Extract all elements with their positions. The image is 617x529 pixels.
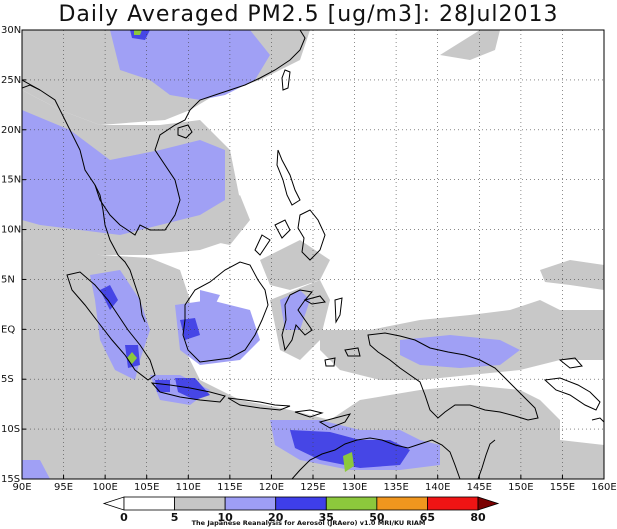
lon-tick-label: 90E bbox=[12, 482, 31, 493]
coastlines bbox=[22, 30, 604, 479]
colorbar-level-label: 0 bbox=[120, 511, 128, 524]
lat-tick-label: 15S bbox=[1, 474, 20, 485]
lat-tick-label: 5S bbox=[1, 374, 14, 385]
colorbar-box bbox=[123, 496, 175, 511]
lat-tick-label: 20N bbox=[1, 125, 21, 136]
colorbar-box bbox=[275, 496, 327, 511]
concentration-field bbox=[22, 30, 604, 479]
longitude-labels: 90E 95E 100E 105E 110E 115E 120E 125E 130E 135E 14… bbox=[12, 482, 616, 493]
lat-tick-label: 30N bbox=[1, 25, 21, 36]
colorbar: 0 5 10 20 35 50 65 80 bbox=[102, 496, 500, 524]
lon-tick-label: 160E bbox=[591, 482, 616, 493]
latitude-labels: 30N 25N 20N 15N 10N 5N EQ 5S 10S 15S bbox=[1, 25, 21, 485]
lon-tick-label: 115E bbox=[217, 482, 242, 493]
colorbar-box bbox=[174, 496, 226, 511]
colorbar-low-triangle bbox=[102, 496, 125, 511]
lon-tick-label: 145E bbox=[467, 482, 492, 493]
colorbar-box bbox=[376, 496, 428, 511]
lat-tick-label: 10N bbox=[1, 225, 21, 236]
lon-tick-label: 155E bbox=[550, 482, 575, 493]
lat-tick-label: 25N bbox=[1, 75, 21, 86]
colorbar-level-label: 80 bbox=[470, 511, 486, 524]
colorbar-box bbox=[224, 496, 277, 511]
lat-tick-label: 15N bbox=[1, 175, 21, 186]
lat-tick-label: 5N bbox=[1, 274, 15, 285]
colorbar-level-label: 20 bbox=[268, 511, 284, 524]
lat-tick-label: EQ bbox=[1, 324, 15, 335]
gridlines bbox=[22, 30, 604, 479]
colorbar-box bbox=[427, 496, 479, 511]
lon-tick-label: 105E bbox=[134, 482, 159, 493]
credit-line: The Japanese Reanalysis for Aerosol (JRA… bbox=[191, 519, 426, 527]
axis-ticks bbox=[21, 29, 605, 480]
colorbar-box bbox=[325, 496, 378, 511]
map-title: Daily Averaged PM2.5 [ug/m3]: 28Jul2013 bbox=[58, 2, 559, 27]
lon-tick-label: 130E bbox=[342, 482, 367, 493]
colorbar-level-label: 10 bbox=[217, 511, 233, 524]
lat-tick-label: 10S bbox=[1, 424, 20, 435]
colorbar-high-triangle bbox=[477, 496, 500, 511]
lon-tick-label: 95E bbox=[54, 482, 73, 493]
colorbar-level-label: 5 bbox=[171, 511, 179, 524]
lon-tick-label: 125E bbox=[300, 482, 325, 493]
colorbar-level-label: 35 bbox=[319, 511, 334, 524]
colorbar-level-label: 50 bbox=[369, 511, 385, 524]
lon-tick-label: 120E bbox=[259, 482, 284, 493]
lon-tick-label: 150E bbox=[508, 482, 533, 493]
lon-tick-label: 135E bbox=[383, 482, 408, 493]
lon-tick-label: 140E bbox=[425, 482, 450, 493]
lon-tick-label: 110E bbox=[176, 482, 201, 493]
colorbar-level-label: 65 bbox=[420, 511, 435, 524]
lon-tick-label: 100E bbox=[92, 482, 117, 493]
